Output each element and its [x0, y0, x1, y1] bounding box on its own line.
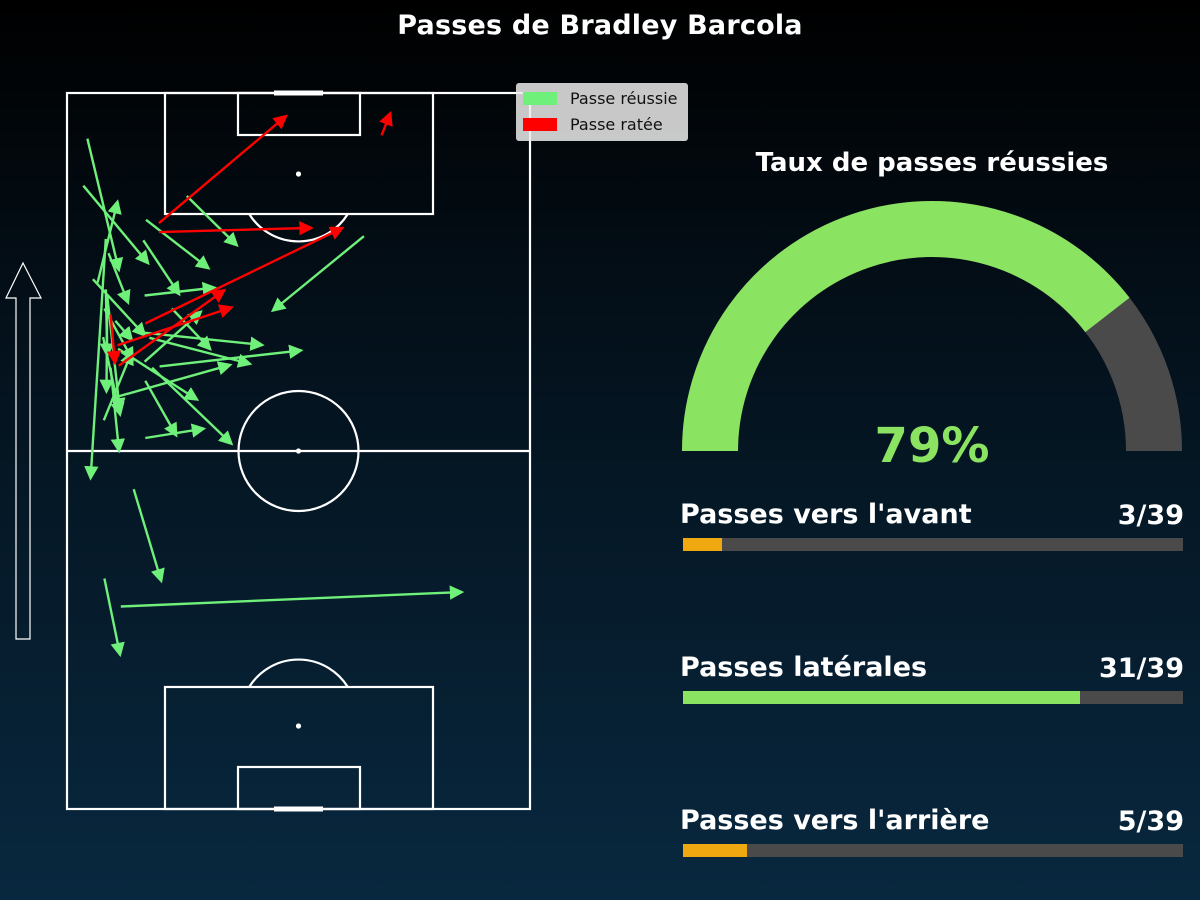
top-penalty-arc	[248, 213, 349, 243]
pass-map	[5, 90, 532, 812]
pitch-markings	[65, 90, 532, 812]
stat-label-backward: Passes vers l'arrière	[680, 805, 990, 836]
legend-swatch-fail	[523, 117, 557, 131]
legend-swatch-success	[523, 91, 557, 105]
stat-bar-track-backward	[683, 844, 1183, 857]
success-rate-gauge	[682, 201, 1182, 452]
stat-label-lateral: Passes latérales	[680, 652, 928, 683]
gauge-value: 79%	[874, 418, 990, 474]
pass-success-3	[142, 239, 181, 297]
stat-bar-fill-lateral	[683, 691, 1081, 704]
top-penalty-area	[163, 91, 435, 216]
gauge-title: Taux de passes réussies	[755, 148, 1109, 178]
bottom-penalty-area	[163, 685, 435, 811]
legend-item-success: Passe réussie	[516, 88, 678, 108]
centre-spot	[295, 448, 302, 454]
legend-item-fail: Passe ratée	[516, 114, 663, 134]
pass-arrows	[82, 110, 465, 658]
pass-fail-5	[118, 288, 227, 367]
chart-title: Passes de Bradley Barcola	[397, 10, 803, 41]
pass-success-17	[112, 361, 233, 399]
pass-success-26	[99, 289, 115, 358]
pass-success-10	[171, 307, 212, 351]
pass-success-8	[92, 278, 147, 338]
top-six-yard-box	[236, 91, 362, 137]
bottom-penalty-arc	[248, 658, 349, 688]
pass-success-2	[185, 195, 239, 248]
legend-label-fail: Passe ratée	[570, 114, 663, 134]
gauge-fill	[682, 201, 1130, 452]
pass-fail-2	[144, 226, 345, 325]
legend: Passe réussie Passe ratée	[516, 83, 688, 141]
pass-success-1	[82, 184, 150, 266]
up-arrow-icon	[5, 261, 42, 640]
pass-success-5	[96, 199, 122, 283]
bottom-six-yard-box	[236, 765, 362, 811]
pass-success-19	[151, 366, 234, 446]
stat-count-backward: 5/39	[1117, 806, 1184, 837]
pass-fail-1	[158, 221, 314, 236]
pass-success-24	[145, 423, 207, 440]
pass-success-31	[120, 585, 465, 608]
stat-bar-track-lateral	[683, 691, 1183, 704]
pass-success-27	[114, 320, 134, 342]
stat-bar-track-forward	[683, 538, 1183, 551]
pass-success-11	[139, 331, 265, 351]
pass-success-6	[144, 281, 218, 297]
pass-success-30	[103, 578, 125, 658]
stat-count-forward: 3/39	[1117, 500, 1184, 531]
stat-bar-fill-backward	[683, 844, 748, 857]
pass-success-28	[84, 238, 107, 481]
pass-success-7	[145, 218, 211, 270]
pass-fail-0	[158, 114, 288, 225]
stat-label-forward: Passes vers l'avant	[680, 499, 972, 530]
pass-fail-3	[379, 110, 393, 136]
pass-success-4	[270, 235, 365, 313]
pass-success-9	[107, 252, 131, 305]
bottom-penalty-spot	[295, 723, 302, 729]
pass-success-29	[132, 488, 165, 584]
stat-count-lateral: 31/39	[1098, 653, 1184, 684]
pass-success-20	[144, 380, 178, 438]
top-penalty-spot	[295, 171, 302, 177]
pass-fail-6	[106, 314, 122, 366]
centre-circle	[237, 389, 360, 513]
pass-success-0	[86, 138, 124, 273]
stat-bar-fill-forward	[683, 538, 722, 551]
legend-label-success: Passe réussie	[570, 88, 678, 108]
pass-success-18	[159, 344, 304, 368]
